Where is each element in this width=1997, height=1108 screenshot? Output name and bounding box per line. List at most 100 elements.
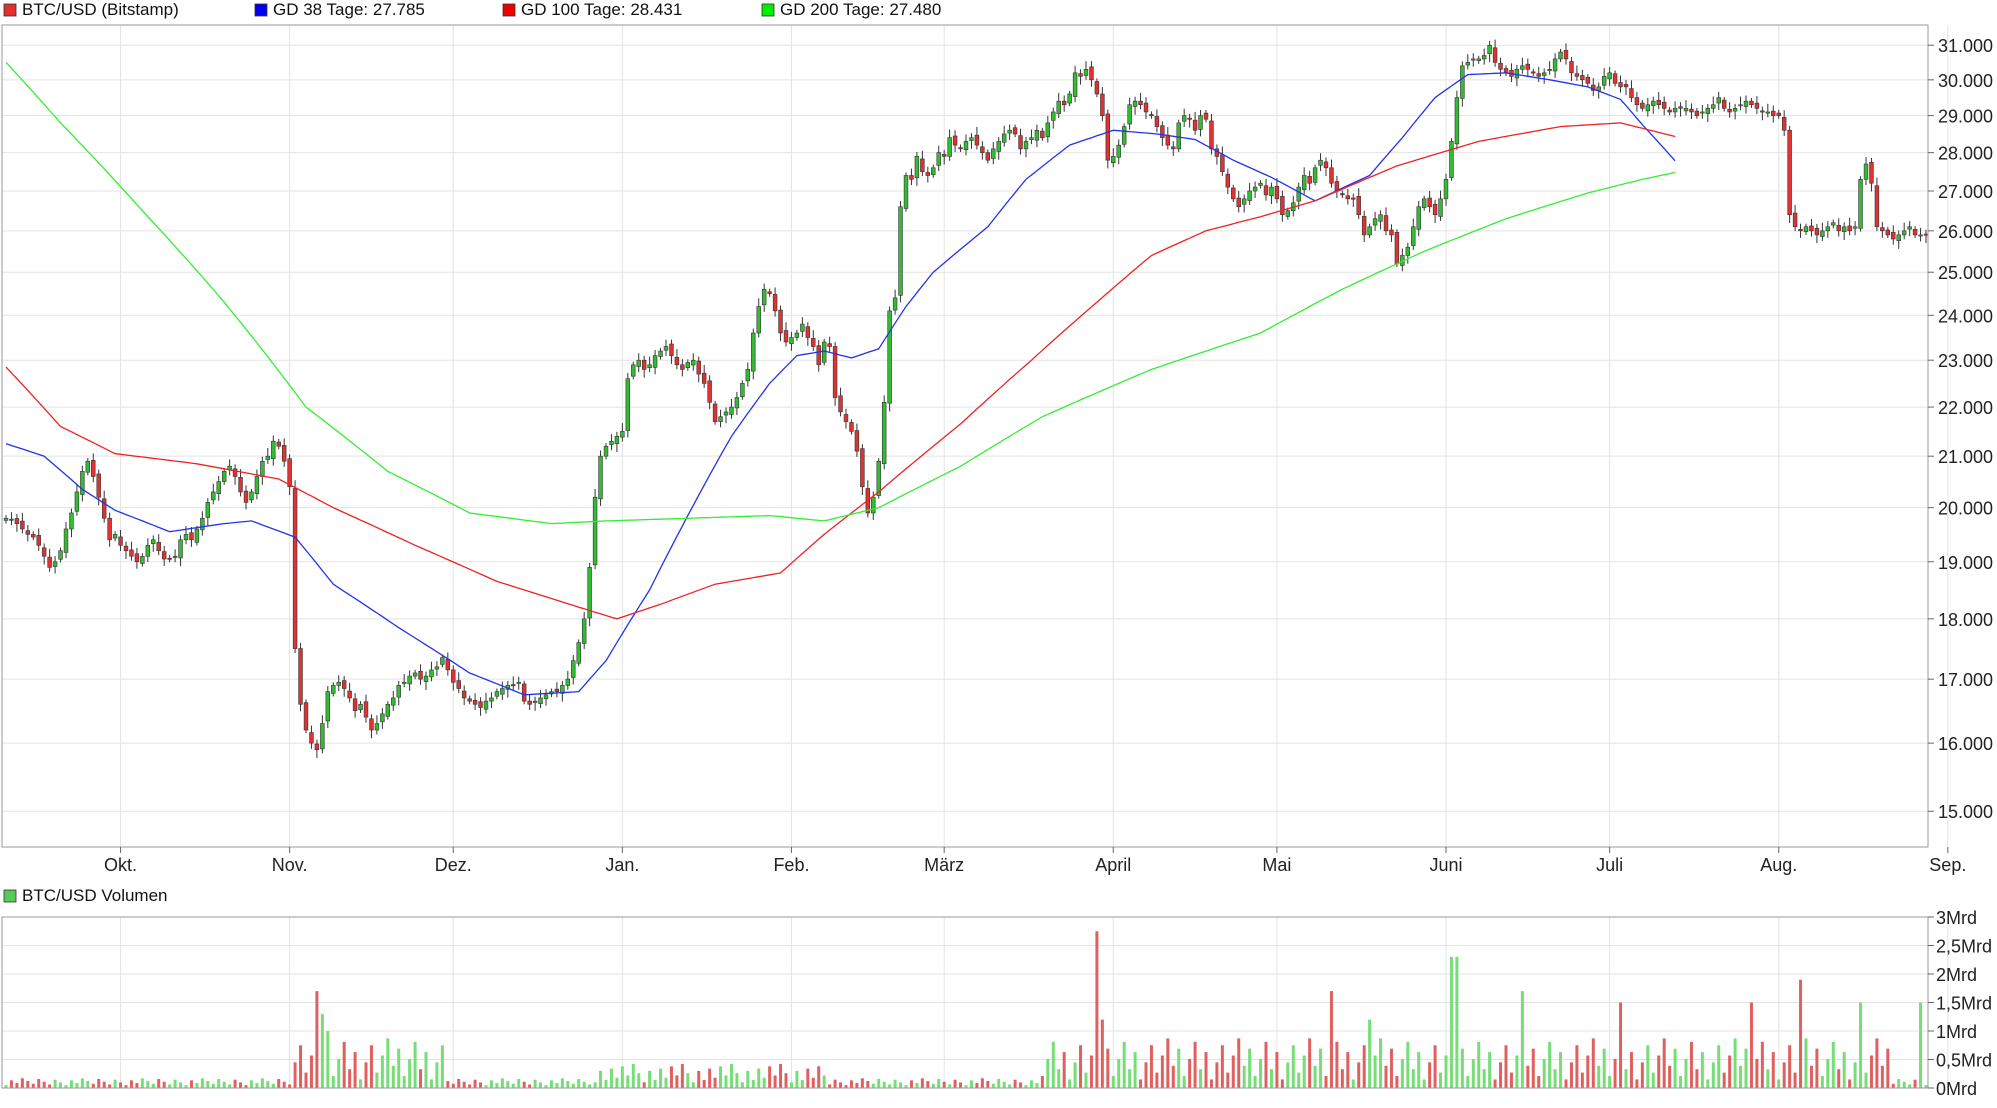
- volume-bar-up: [577, 1078, 581, 1088]
- candle-down: [118, 536, 123, 546]
- volume-bar-up: [260, 1078, 264, 1088]
- volume-bar-down: [1531, 1048, 1535, 1088]
- candle-up: [483, 700, 489, 710]
- volume-bar-up: [882, 1081, 886, 1088]
- legend-item-sma38[interactable]: GD 38 Tage: 27.785: [254, 0, 425, 19]
- volume-bar-up: [440, 1045, 444, 1088]
- candle-up: [500, 688, 505, 695]
- volume-bar-down: [1837, 1069, 1841, 1088]
- volume-bar-down: [102, 1081, 106, 1088]
- volume-bar-down: [129, 1080, 133, 1088]
- volume-bar-up: [1853, 1062, 1857, 1088]
- price-y-tick-label: 29.000: [1938, 107, 1993, 127]
- volume-bar-up: [1804, 1038, 1808, 1088]
- volume-bar-up: [1864, 1072, 1868, 1088]
- candle-down: [521, 683, 527, 702]
- candle-down: [1661, 101, 1667, 109]
- volume-bar-up: [320, 1013, 324, 1088]
- candle-down: [129, 549, 134, 557]
- volume-bar-up: [1602, 1048, 1606, 1088]
- volume-bar-down: [953, 1079, 957, 1088]
- volume-bar-down: [342, 1041, 346, 1088]
- volume-bar-up: [1777, 1079, 1781, 1088]
- volume-bar-up: [615, 1077, 619, 1088]
- volume-bar-down: [299, 1045, 303, 1088]
- candle-down: [696, 360, 701, 375]
- candle-down: [1492, 47, 1498, 63]
- candle-up: [63, 528, 69, 553]
- volume-legend: BTC/USD Volumen: [3, 886, 168, 905]
- volume-bar-down: [833, 1079, 837, 1088]
- volume-bar-down: [828, 1084, 832, 1088]
- volume-bar-up: [560, 1078, 564, 1088]
- candle-down: [292, 488, 298, 649]
- candle-up: [1520, 65, 1525, 70]
- legend-item-btcusd[interactable]: BTC/USD (Bitstamp): [3, 0, 179, 19]
- candle-down: [1105, 113, 1111, 161]
- volume-bar-down: [1613, 1058, 1617, 1088]
- volume-bar-up: [1466, 1076, 1470, 1088]
- candle-up: [1285, 210, 1291, 217]
- volume-bar-down: [468, 1084, 472, 1088]
- candle-up: [3, 517, 9, 521]
- candle-up: [1803, 226, 1809, 232]
- candle-up: [1416, 206, 1421, 230]
- candle-up: [1029, 137, 1034, 140]
- legend-item-sma100[interactable]: GD 100 Tage: 28.431: [502, 0, 682, 19]
- candle-down: [669, 343, 674, 356]
- volume-bar-down: [1619, 1002, 1623, 1088]
- volume-bar-up: [53, 1079, 57, 1088]
- candle-up: [718, 416, 723, 422]
- volume-bar-down: [1357, 1062, 1361, 1088]
- volume-y-tick-label: 1Mrd: [1936, 1022, 1977, 1042]
- volume-bar-up: [937, 1078, 941, 1088]
- candle-down: [1280, 196, 1285, 216]
- volume-bar-up: [931, 1083, 935, 1088]
- candle-down: [309, 732, 314, 744]
- legend-item-volume[interactable]: BTC/USD Volumen: [3, 886, 168, 905]
- candle-down: [167, 557, 172, 560]
- candle-up: [1116, 144, 1121, 158]
- candle-up: [145, 544, 151, 557]
- candle-up: [1651, 100, 1656, 106]
- candle-down: [9, 518, 14, 521]
- volume-bar-up: [571, 1083, 575, 1088]
- volume-bar-down: [1171, 1065, 1175, 1088]
- candle-down: [276, 441, 281, 447]
- volume-bar-up: [429, 1079, 433, 1088]
- candle-down: [827, 343, 832, 347]
- volume-bar-up: [1684, 1058, 1688, 1088]
- candle-up: [1176, 122, 1181, 150]
- price-y-tick-label: 28.000: [1938, 144, 1993, 164]
- candle-down: [849, 422, 854, 432]
- candle-up: [1067, 93, 1072, 104]
- volume-bar-down: [1799, 979, 1803, 1088]
- candle-up: [112, 534, 118, 539]
- volume-y-tick-label: 0,5Mrd: [1936, 1051, 1992, 1071]
- candle-up: [1852, 226, 1858, 229]
- volume-bar-up: [517, 1078, 521, 1088]
- candle-up: [429, 669, 434, 678]
- candle-up: [1421, 198, 1427, 208]
- candle-down: [418, 670, 423, 680]
- volume-bar-up: [1035, 1083, 1039, 1088]
- candle-up: [183, 534, 189, 541]
- candle-down: [352, 698, 358, 711]
- volume-bar-up: [1128, 1069, 1132, 1088]
- volume-bar-up: [566, 1081, 570, 1088]
- candle-up: [963, 141, 969, 151]
- legend-item-sma200[interactable]: GD 200 Tage: 27.480: [761, 0, 941, 19]
- volume-bar-down: [528, 1084, 532, 1088]
- volume-bar-up: [626, 1075, 630, 1088]
- volume-bar-up: [893, 1079, 897, 1088]
- volume-bar-up: [1542, 1058, 1546, 1088]
- volume-bar-up: [1739, 1065, 1743, 1088]
- candle-down: [772, 294, 778, 312]
- candle-up: [69, 512, 74, 530]
- x-axis-month-labels: Okt. Nov. Dez. Jan. Feb. März April Mai Juni Juli…: [104, 847, 1966, 875]
- candle-up: [1471, 58, 1476, 61]
- volume-bar-up: [200, 1078, 204, 1088]
- volume-bar-up: [1908, 1084, 1912, 1088]
- volume-bar-up: [1471, 1058, 1475, 1088]
- candle-up: [734, 397, 740, 409]
